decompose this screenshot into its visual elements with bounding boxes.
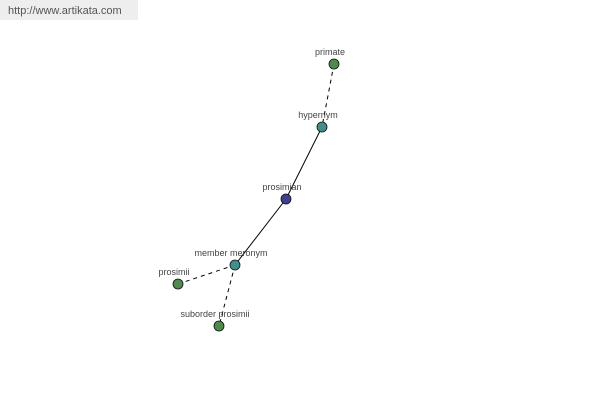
node-label-primate: primate	[315, 47, 345, 57]
node-label-prosimii: prosimii	[158, 267, 189, 277]
node-hypernym[interactable]	[316, 121, 328, 133]
node-prosimian[interactable]	[280, 193, 292, 205]
node-prosimii[interactable]	[172, 278, 184, 290]
edge-prosimian-member-meronym	[234, 198, 287, 266]
edge-member-meronym-suborder-prosimii	[218, 264, 236, 327]
edge-primate-hypernym	[321, 63, 335, 128]
site-link[interactable]: http://www.artikata.com	[0, 0, 138, 20]
node-label-hypernym: hypernym	[298, 110, 338, 120]
node-label-suborder-prosimii: suborder prosimii	[180, 309, 249, 319]
edge-hypernym-prosimian	[285, 126, 323, 200]
node-member-meronym[interactable]	[229, 259, 241, 271]
node-label-member-meronym: member meronym	[194, 248, 267, 258]
node-primate[interactable]	[328, 58, 340, 70]
edge-member-meronym-prosimii	[177, 264, 236, 285]
node-label-prosimian: prosimian	[262, 182, 301, 192]
node-suborder-prosimii[interactable]	[213, 320, 225, 332]
